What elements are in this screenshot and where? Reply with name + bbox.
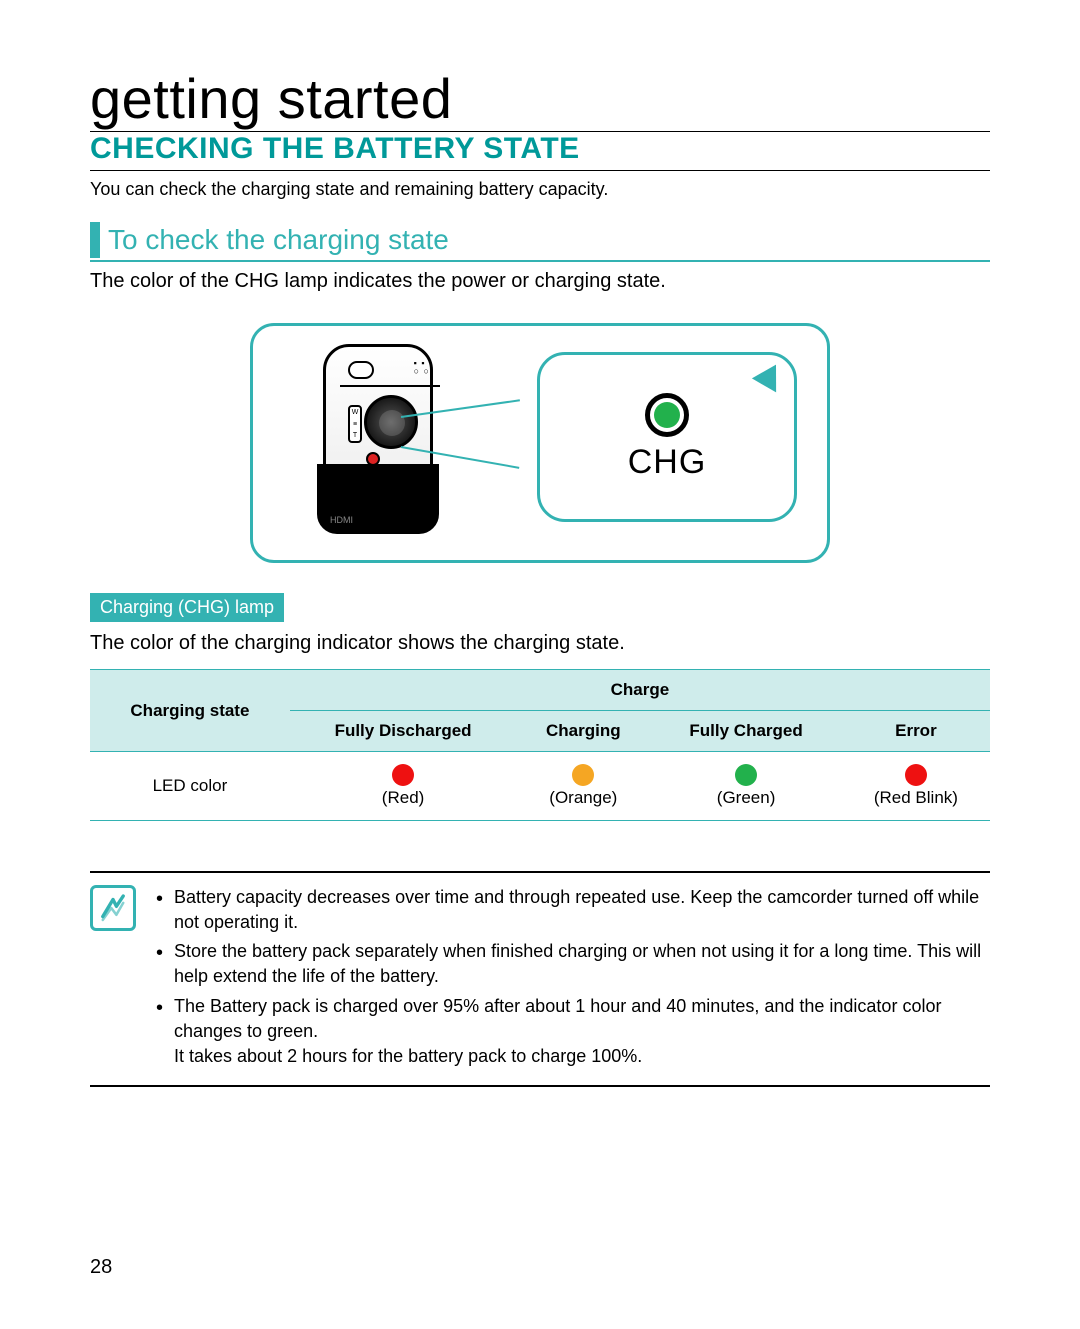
- subsection-heading: To check the charging state: [90, 222, 990, 262]
- table-cell-fully-charged: (Green): [650, 752, 841, 821]
- indicator-dots-icon: ▪ ▪○ ○: [414, 359, 430, 375]
- pointer-triangle-icon: [752, 358, 788, 393]
- notes-block: Battery capacity decreases over time and…: [90, 871, 990, 1087]
- led-dot-red: [392, 764, 414, 786]
- lens-icon: [364, 395, 418, 449]
- led-dot-green: [735, 764, 757, 786]
- chg-led-inner: [654, 402, 680, 428]
- subsection-title-text: To check the charging state: [108, 222, 449, 258]
- table-header-charging-state: Charging state: [90, 670, 290, 752]
- led-label: (Green): [658, 786, 833, 810]
- subsection-check-charging: To check the charging state The color of…: [90, 222, 990, 293]
- table-cell-error: (Red Blink): [842, 752, 990, 821]
- note-icon: [90, 885, 136, 931]
- led-label: (Red Blink): [850, 786, 982, 810]
- subsection-desc: The color of the CHG lamp indicates the …: [90, 270, 990, 293]
- zoom-rocker-icon: W≡T: [348, 405, 362, 443]
- note-item: The Battery pack is charged over 95% aft…: [152, 994, 990, 1070]
- table-rowlabel-led-color: LED color: [90, 752, 290, 821]
- led-dot-red-blink: [905, 764, 927, 786]
- table-cell-fully-discharged: (Red): [290, 752, 516, 821]
- page-number: 28: [90, 1256, 112, 1279]
- chg-callout: CHG: [497, 352, 797, 522]
- chg-text-label: CHG: [628, 443, 707, 482]
- section-intro: You can check the charging state and rem…: [90, 179, 990, 200]
- camcorder-illustration: ▪ ▪○ ○ W≡T HDMI: [313, 344, 443, 544]
- callout-bubble: CHG: [537, 352, 797, 522]
- note-item-text: The Battery pack is charged over 95% aft…: [174, 996, 941, 1041]
- camcorder-base: HDMI: [317, 464, 439, 534]
- camcorder-divider: [340, 385, 440, 387]
- manual-page: getting started CHECKING THE BATTERY STA…: [0, 0, 1080, 1329]
- chapter-title: getting started: [90, 70, 990, 132]
- note-item: Store the battery pack separately when f…: [152, 939, 990, 989]
- mode-button-icon: [348, 361, 374, 379]
- charging-state-table: Charging state Charge Fully Discharged C…: [90, 669, 990, 821]
- table-row: LED color (Red) (Orange) (Green): [90, 752, 990, 821]
- diagram-container: ▪ ▪○ ○ W≡T HDMI CHG: [90, 323, 990, 563]
- chg-led-icon: [645, 393, 689, 437]
- charging-lamp-pill: Charging (CHG) lamp: [90, 593, 284, 622]
- led-label: (Orange): [524, 786, 642, 810]
- table-col-fully-charged: Fully Charged: [650, 711, 841, 752]
- accent-bar: [90, 222, 100, 258]
- notes-list: Battery capacity decreases over time and…: [152, 885, 990, 1073]
- charging-lamp-section: Charging (CHG) lamp The color of the cha…: [90, 593, 990, 821]
- table-header-charge: Charge: [290, 670, 990, 711]
- table-col-charging: Charging: [516, 711, 650, 752]
- led-dot-orange: [572, 764, 594, 786]
- table-cell-charging: (Orange): [516, 752, 650, 821]
- note-continuation: It takes about 2 hours for the battery p…: [174, 1044, 990, 1069]
- table-col-fully-discharged: Fully Discharged: [290, 711, 516, 752]
- chg-diagram: ▪ ▪○ ○ W≡T HDMI CHG: [250, 323, 830, 563]
- charging-lamp-desc: The color of the charging indicator show…: [90, 632, 990, 655]
- section-title: CHECKING THE BATTERY STATE: [90, 132, 990, 171]
- note-item: Battery capacity decreases over time and…: [152, 885, 990, 935]
- led-label: (Red): [298, 786, 508, 810]
- table-col-error: Error: [842, 711, 990, 752]
